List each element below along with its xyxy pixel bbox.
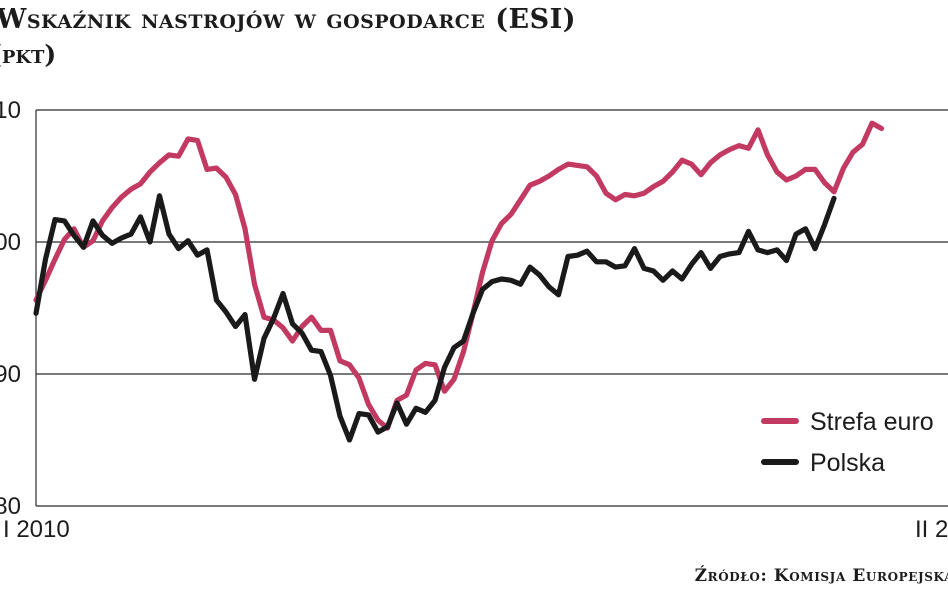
x-tick-label: I 2010 <box>3 516 70 543</box>
y-axis-tick-labels: 80 90 100 110 <box>0 97 21 520</box>
chart-unit: (pkt) <box>0 40 57 69</box>
y-tick-label: 110 <box>0 97 21 124</box>
source-note: Źródło: Komisja Europejska <box>694 566 948 586</box>
y-tick-label: 100 <box>0 229 21 256</box>
y-tick-label: 90 <box>0 361 21 388</box>
series-line-polska <box>33 193 837 443</box>
legend: Strefa euro Polska <box>761 408 934 477</box>
legend-label: Polska <box>810 449 885 477</box>
legend-label: Strefa euro <box>810 408 934 436</box>
y-tick-label: 80 <box>0 493 21 520</box>
series-lines <box>33 120 885 443</box>
series-line-strefa-euro <box>33 120 885 431</box>
chart-title: Wskaźnik nastrojów w gospodarce (ESI) <box>0 4 576 35</box>
x-tick-label: II 2018 <box>915 516 948 543</box>
x-axis-tick-labels: I 2010 II 2018 <box>3 516 948 543</box>
